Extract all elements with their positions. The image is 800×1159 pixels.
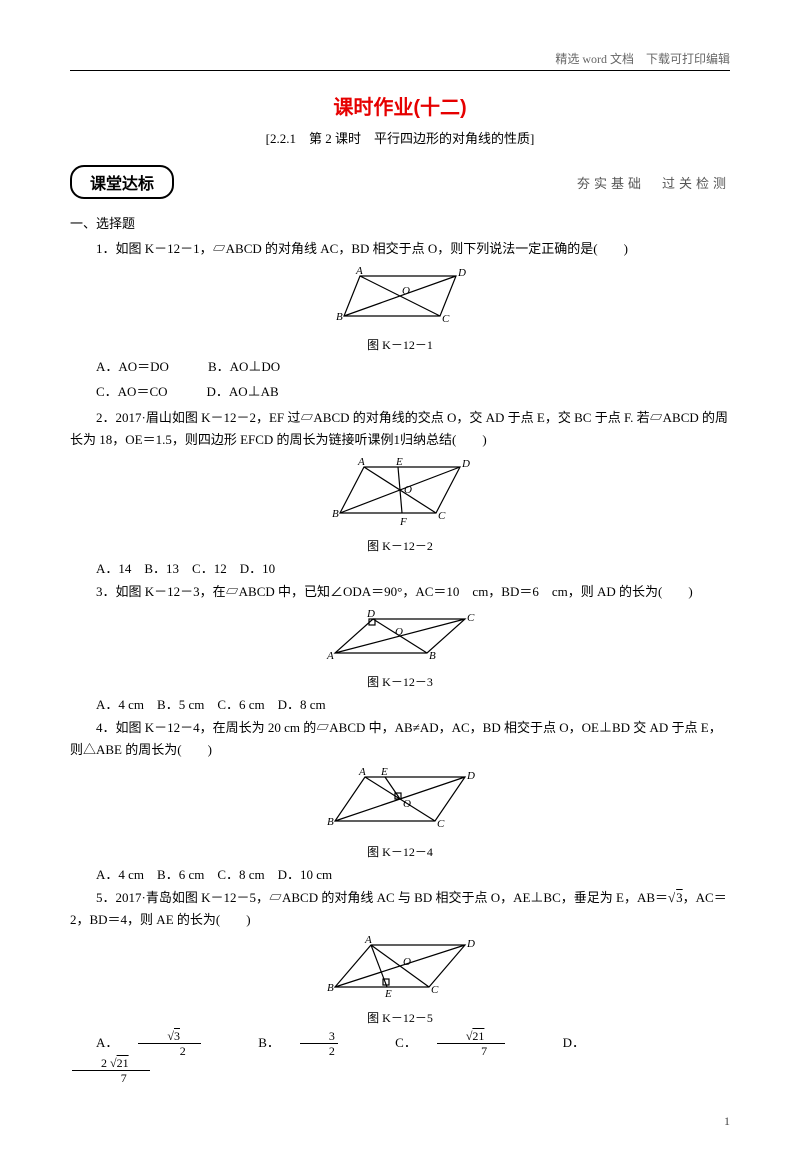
svg-text:A: A — [357, 456, 365, 468]
badge-left: 课堂达标 — [70, 165, 174, 199]
svg-text:E: E — [395, 456, 403, 468]
badge-row: 课堂达标 夯实基础 过关检测 — [70, 165, 730, 199]
subtitle: [2.2.1 第 2 课时 平行四边形的对角线的性质] — [70, 128, 730, 147]
svg-text:B: B — [327, 816, 334, 828]
svg-text:B: B — [429, 650, 436, 662]
svg-text:D: D — [366, 608, 375, 620]
figure-k12-2-caption: 图 K－12－2 — [70, 537, 730, 554]
svg-text:D: D — [466, 938, 475, 950]
svg-text:A: A — [358, 766, 366, 778]
q5-opt-c: C．√217 — [395, 1035, 545, 1050]
figure-k12-4: A E D B C O — [70, 765, 730, 839]
q3-options: A．4 cm B．5 cm C．6 cm D．8 cm — [70, 694, 730, 713]
svg-text:O: O — [395, 626, 403, 638]
q5-text-a: 5．2017·青岛如图 K－12－5，▱ABCD 的对角线 AC 与 BD 相交… — [96, 890, 668, 905]
q1-options-line1: A．AO＝DO B．AO⊥DO — [70, 357, 730, 378]
svg-text:C: C — [431, 984, 439, 996]
svg-text:C: C — [438, 510, 446, 522]
svg-text:F: F — [399, 516, 407, 528]
svg-text:C: C — [437, 818, 445, 830]
q1-options-line2: C．AO＝CO D．AO⊥AB — [70, 382, 730, 403]
question-1: 1．如图 K－12－1，▱ABCD 的对角线 AC，BD 相交于点 O，则下列说… — [70, 238, 730, 260]
figure-k12-3: D C A B O — [70, 607, 730, 669]
badge-right: 夯实基础 过关检测 — [577, 173, 730, 192]
svg-text:C: C — [442, 313, 450, 325]
main-title: 课时作业(十二) — [70, 91, 730, 120]
page-header: 精选 word 文档 下载可打印编辑 — [70, 50, 730, 71]
figure-k12-1-caption: 图 K－12－1 — [70, 336, 730, 353]
figure-k12-5: A D B E C O — [70, 935, 730, 1005]
q5-opt-a: A．√32 — [96, 1035, 240, 1050]
svg-text:D: D — [461, 458, 470, 470]
svg-text:O: O — [402, 285, 410, 297]
q2-options: A．14 B．13 C．12 D．10 — [70, 558, 730, 577]
svg-text:B: B — [327, 982, 334, 994]
svg-text:B: B — [332, 508, 339, 520]
figure-k12-2: A E D B F C O — [70, 455, 730, 533]
figure-k12-5-caption: 图 K－12－5 — [70, 1009, 730, 1026]
q4-options: A．4 cm B．6 cm C．8 cm D．10 cm — [70, 864, 730, 883]
question-5: 5．2017·青岛如图 K－12－5，▱ABCD 的对角线 AC 与 BD 相交… — [70, 887, 730, 931]
figure-k12-1: A D B C O — [70, 264, 730, 332]
svg-text:B: B — [336, 311, 343, 323]
svg-text:A: A — [364, 935, 372, 946]
page-number: 1 — [70, 1114, 730, 1129]
q5-opt-b: B．32 — [258, 1035, 377, 1050]
figure-k12-3-caption: 图 K－12－3 — [70, 673, 730, 690]
svg-text:D: D — [466, 770, 475, 782]
section-heading: 一、选择题 — [70, 213, 730, 232]
svg-text:E: E — [380, 766, 388, 778]
svg-text:O: O — [404, 484, 412, 496]
question-2: 2．2017·眉山如图 K－12－2，EF 过▱ABCD 的对角线的交点 O，交… — [70, 407, 730, 451]
svg-text:A: A — [326, 650, 334, 662]
question-3: 3．如图 K－12－3，在▱ABCD 中，已知∠ODA＝90°，AC＝10 cm… — [70, 581, 730, 603]
svg-text:D: D — [457, 267, 466, 279]
svg-text:O: O — [403, 956, 411, 968]
svg-text:C: C — [467, 612, 475, 624]
question-4: 4．如图 K－12－4，在周长为 20 cm 的▱ABCD 中，AB≠AD，AC… — [70, 717, 730, 761]
q5-options: A．√32 B．32 C．√217 D．2 √217 — [70, 1030, 730, 1084]
figure-k12-4-caption: 图 K－12－4 — [70, 843, 730, 860]
svg-text:O: O — [403, 798, 411, 810]
svg-text:E: E — [384, 988, 392, 1000]
q5-sqrt: 3 — [675, 890, 683, 905]
svg-text:A: A — [355, 265, 363, 277]
